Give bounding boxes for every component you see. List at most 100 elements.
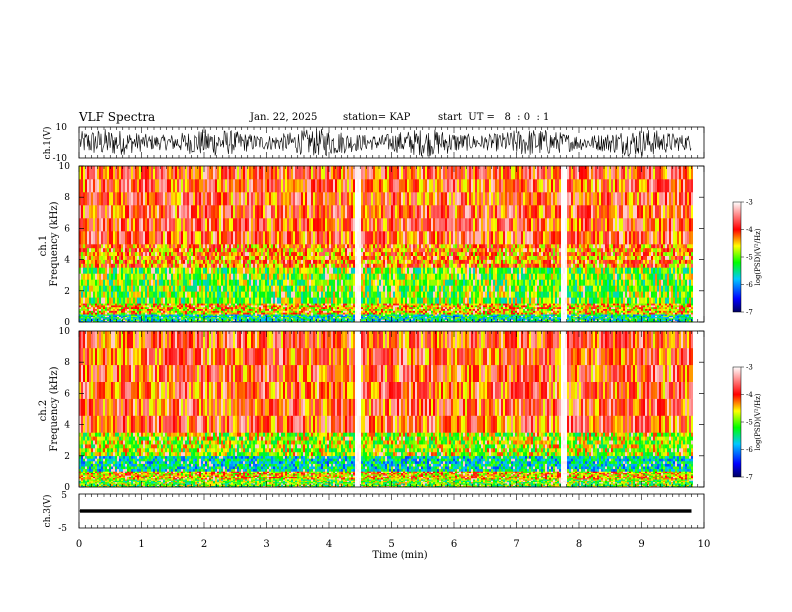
spectrogram-cell bbox=[323, 218, 325, 232]
spectrogram-cell bbox=[307, 312, 309, 315]
spectrogram-cell bbox=[323, 263, 325, 268]
spectrogram-cell bbox=[355, 267, 357, 274]
spectrogram-cell bbox=[151, 297, 153, 304]
spectrogram-cell bbox=[331, 316, 333, 319]
spectrogram-cell bbox=[135, 231, 137, 245]
spectrogram-cell bbox=[401, 318, 403, 320]
spectrogram-cell bbox=[207, 319, 209, 321]
spectrogram-cell bbox=[351, 255, 353, 260]
spectrogram-cell bbox=[171, 259, 173, 264]
spectrogram-cell bbox=[329, 244, 331, 249]
spectrogram-cell bbox=[373, 273, 375, 280]
spectrogram-cell bbox=[269, 310, 271, 313]
spectrogram-cell bbox=[221, 308, 223, 311]
spectrogram-cell bbox=[223, 305, 225, 308]
spectrogram-cell bbox=[367, 314, 369, 316]
spectrogram-cell bbox=[373, 316, 375, 319]
spectrogram-cell bbox=[277, 312, 279, 315]
spectrogram-cell bbox=[301, 205, 303, 219]
spectrogram-cell bbox=[195, 297, 197, 304]
spectrogram-cell bbox=[333, 263, 335, 268]
spectrogram-cell bbox=[191, 267, 193, 274]
spectrogram-cell bbox=[219, 314, 221, 316]
spectrogram-cell bbox=[245, 320, 247, 323]
spectrogram-cell bbox=[267, 166, 269, 180]
spectrogram-cell bbox=[391, 247, 393, 253]
spectrogram-cell bbox=[173, 319, 175, 321]
spectrogram-cell bbox=[93, 166, 95, 180]
spectrogram-cell bbox=[235, 251, 237, 256]
spectrogram-cell bbox=[267, 314, 269, 316]
spectrogram-cell bbox=[337, 218, 339, 232]
spectrogram-cell bbox=[265, 315, 267, 318]
spectrogram-cell bbox=[327, 308, 329, 311]
spectrogram-cell bbox=[151, 306, 153, 309]
spectrogram-cell bbox=[407, 267, 409, 274]
spectrogram-cell bbox=[275, 316, 277, 319]
spectrogram-cell bbox=[353, 267, 355, 274]
spectrogram-cell bbox=[385, 306, 387, 309]
spectrogram-cell bbox=[329, 310, 331, 313]
spectrogram-cell bbox=[211, 247, 213, 253]
spectrogram-cell bbox=[405, 314, 407, 316]
spectrogram-cell bbox=[381, 263, 383, 268]
spectrogram-cell bbox=[189, 285, 191, 292]
spectrogram-cell bbox=[381, 192, 383, 206]
spectrogram-cell bbox=[249, 320, 251, 323]
spectrogram-cell bbox=[205, 319, 207, 321]
spectrogram-cell bbox=[177, 312, 179, 315]
spectrogram-cell bbox=[349, 247, 351, 253]
spectrogram-cell bbox=[349, 273, 351, 280]
spectrogram-cell bbox=[227, 244, 229, 249]
spectrogram-cell bbox=[279, 267, 281, 274]
spectrogram-cell bbox=[125, 319, 127, 321]
spectrogram-cell bbox=[265, 259, 267, 264]
spectrogram-cell bbox=[229, 247, 231, 253]
spectrogram-cell bbox=[363, 314, 365, 316]
spectrogram-cell bbox=[275, 251, 277, 256]
spectrogram-cell bbox=[171, 291, 173, 298]
spectrogram-cell bbox=[339, 291, 341, 298]
spectrogram-cell bbox=[217, 166, 219, 180]
spectrogram-cell bbox=[177, 320, 179, 323]
spectrogram-cell bbox=[109, 247, 111, 253]
spectrogram-cell bbox=[149, 285, 151, 292]
spectrogram-cell bbox=[361, 247, 363, 253]
spectrogram-cell bbox=[81, 166, 83, 180]
spectrogram-cell bbox=[137, 291, 139, 298]
spectrogram-cell bbox=[315, 320, 317, 323]
spectrogram-cell bbox=[165, 231, 167, 245]
spectrogram-cell bbox=[265, 255, 267, 260]
spectrogram-cell bbox=[347, 218, 349, 232]
spectrogram-cell bbox=[325, 218, 327, 232]
spectrogram-cell bbox=[223, 166, 225, 180]
spectrogram-cell bbox=[221, 320, 223, 323]
spectrogram-cell bbox=[351, 310, 353, 313]
spectrogram-cell bbox=[153, 279, 155, 286]
spectrogram-cell bbox=[161, 192, 163, 206]
spectrogram-cell bbox=[205, 310, 207, 313]
spectrogram-cell bbox=[295, 166, 297, 180]
spectrogram-cell bbox=[155, 315, 157, 318]
spectrogram-cell bbox=[247, 255, 249, 260]
spectrogram-cell bbox=[389, 306, 391, 309]
spectrogram-cell bbox=[271, 310, 273, 313]
spectrogram-cell bbox=[93, 179, 95, 193]
spectrogram-cell bbox=[157, 314, 159, 316]
spectrogram-cell bbox=[175, 306, 177, 309]
spectrogram-cell bbox=[155, 314, 157, 316]
spectrogram-cell bbox=[269, 303, 271, 306]
spectrogram-cell bbox=[167, 318, 169, 320]
spectrogram-cell bbox=[291, 312, 293, 315]
spectrogram-cell bbox=[189, 315, 191, 318]
spectrogram-cell bbox=[119, 244, 121, 249]
spectrogram-cell bbox=[211, 306, 213, 309]
spectrogram-cell bbox=[345, 291, 347, 298]
spectrogram-cell bbox=[225, 279, 227, 286]
spectrogram-cell bbox=[393, 314, 395, 316]
spectrogram-cell bbox=[215, 316, 217, 319]
spectrogram-cell bbox=[281, 255, 283, 260]
spectrogram-cell bbox=[367, 285, 369, 292]
spectrogram-cell bbox=[203, 312, 205, 315]
spectrogram-cell bbox=[127, 218, 129, 232]
